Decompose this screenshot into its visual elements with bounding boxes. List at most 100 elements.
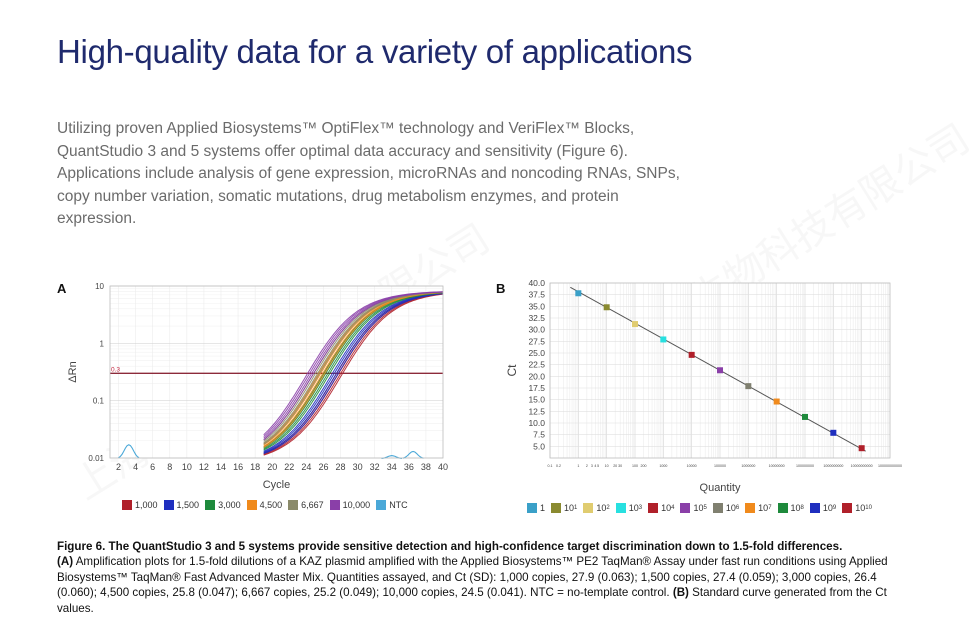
amplification-curve bbox=[263, 293, 444, 455]
y-tick-label: 0.01 bbox=[88, 454, 104, 463]
legend-item: 4,500 bbox=[246, 500, 283, 510]
ntc-curve bbox=[118, 444, 140, 459]
ntc-curve bbox=[402, 450, 424, 459]
data-point bbox=[603, 304, 610, 311]
x-tick-label: 200 bbox=[641, 464, 647, 468]
legend-swatch bbox=[163, 500, 174, 510]
x-tick-label: 8 bbox=[167, 462, 172, 472]
x-tick-label: 16 bbox=[233, 462, 243, 472]
x-tick-label: 10000 bbox=[687, 464, 697, 468]
data-point bbox=[858, 445, 865, 452]
y-tick-label: 30.0 bbox=[528, 325, 545, 335]
y-tick-label: 22.5 bbox=[528, 360, 545, 370]
legend-label: 10 bbox=[725, 503, 736, 513]
y-tick-label: 40.0 bbox=[528, 278, 545, 288]
y-tick-label: 10 bbox=[95, 282, 104, 291]
legend-b: 1 10 1 10 2 10 3 10 4 10 5 10 6 10 7 10 8 10 9 10 10 bbox=[527, 503, 878, 513]
x-tick-label: 1 bbox=[577, 464, 579, 468]
caption-part-a-text: Amplification plots for 1.5-fold dilutio… bbox=[57, 555, 888, 600]
x-axis-label: Quantity bbox=[700, 482, 741, 494]
x-tick-label: 2 bbox=[586, 464, 588, 468]
caption-part-a-label: (A) bbox=[57, 555, 74, 569]
data-point bbox=[745, 383, 752, 390]
y-tick-label: 5.0 bbox=[533, 441, 545, 451]
legend-item: 10 8 bbox=[777, 503, 804, 513]
legend-swatch bbox=[712, 503, 723, 513]
caption-part-b-text: Standard curve generated from the Ct val… bbox=[57, 586, 887, 615]
legend-label: 10 bbox=[628, 503, 639, 513]
y-axis-label: Ct bbox=[505, 364, 519, 377]
y-tick-label: 17.5 bbox=[528, 383, 545, 393]
legend-label: 10 bbox=[693, 503, 704, 513]
amplification-curve bbox=[263, 291, 444, 441]
x-tick-label: 100000 bbox=[714, 464, 726, 468]
y-tick-label: 32.5 bbox=[528, 313, 545, 323]
legend-label: 3,000 bbox=[218, 500, 241, 510]
legend-item: 10 3 bbox=[615, 503, 643, 513]
legend-item: 3,000 bbox=[205, 500, 241, 510]
legend-label: 1,000 bbox=[135, 500, 158, 510]
x-tick-label: 10000000000 bbox=[851, 464, 873, 468]
data-point bbox=[660, 336, 667, 343]
y-tick-label: 15.0 bbox=[528, 395, 545, 405]
legend-item: 10,000 bbox=[329, 500, 371, 510]
y-tick-label: 37.5 bbox=[528, 290, 545, 300]
x-tick-label: 18 bbox=[250, 462, 260, 472]
legend-swatch bbox=[527, 503, 537, 513]
amplification-curve bbox=[263, 292, 444, 451]
threshold-label: 0.3 bbox=[111, 366, 120, 373]
y-tick-label: 20.0 bbox=[528, 371, 545, 381]
legend-item: 10 2 bbox=[583, 503, 610, 513]
legend-swatch bbox=[615, 503, 626, 513]
legend-exponent: 1 bbox=[574, 505, 578, 511]
legend-label: 10 bbox=[564, 503, 575, 513]
y-tick-label: 7.5 bbox=[533, 430, 545, 440]
legend-item: NTC bbox=[376, 500, 408, 510]
x-tick-label: 4 bbox=[133, 462, 138, 472]
x-tick-label: 6 bbox=[150, 462, 155, 472]
data-point bbox=[717, 367, 723, 374]
legend-item: 10 7 bbox=[745, 503, 772, 513]
plot-frame-a bbox=[109, 285, 444, 459]
legend-swatch bbox=[376, 500, 387, 510]
amplification-curve bbox=[263, 293, 444, 454]
legend-item: 10 5 bbox=[680, 503, 707, 513]
x-tick-label: 12 bbox=[199, 462, 209, 472]
legend-item: 10 4 bbox=[648, 503, 674, 513]
x-tick-label: 1000000 bbox=[741, 464, 755, 468]
legend-swatch bbox=[288, 500, 299, 510]
legend-exponent: 9 bbox=[832, 505, 837, 511]
x-tick-label: 10000000 bbox=[769, 464, 785, 468]
x-tick-label: 30 bbox=[618, 464, 622, 468]
x-axis-label: Cycle bbox=[263, 479, 291, 491]
y-axis-label: ΔRn bbox=[67, 361, 79, 382]
x-tick-label: 100000000000 bbox=[878, 464, 902, 468]
legend-swatch bbox=[583, 503, 594, 513]
legend-swatch bbox=[648, 503, 659, 513]
legend-exponent: 8 bbox=[800, 505, 804, 511]
legend-exponent: 3 bbox=[638, 505, 643, 511]
data-point bbox=[773, 398, 780, 405]
data-point bbox=[632, 321, 638, 328]
x-tick-label: 20 bbox=[613, 464, 617, 468]
x-tick-label: 32 bbox=[370, 462, 380, 472]
amplification-curve bbox=[263, 292, 444, 448]
y-tick-label: 0.1 bbox=[93, 397, 105, 406]
legend-label: 4,500 bbox=[259, 500, 283, 510]
data-point bbox=[802, 413, 808, 420]
legend-exponent: 10 bbox=[865, 505, 872, 511]
panel-a-label: A bbox=[57, 281, 67, 296]
legend-a: 1,000 1,500 3,000 4,500 6,667 10,000 NTC bbox=[122, 500, 414, 510]
legend-label: 10 bbox=[822, 503, 833, 513]
legend-item: 10 9 bbox=[809, 503, 837, 513]
x-tick-label: 40 bbox=[438, 462, 448, 472]
panel-b-label: B bbox=[496, 281, 506, 296]
legend-label: 10,000 bbox=[342, 500, 371, 510]
figure-caption: Figure 6. The QuantStudio 3 and 5 system… bbox=[57, 539, 907, 616]
x-tick-label: 38 bbox=[421, 462, 431, 472]
x-tick-label: 10 bbox=[605, 464, 609, 468]
legend-exponent: 5 bbox=[703, 505, 707, 511]
legend-swatch bbox=[777, 503, 788, 513]
legend-exponent: 7 bbox=[768, 505, 772, 511]
x-tick-label: 0.1 bbox=[548, 464, 553, 468]
